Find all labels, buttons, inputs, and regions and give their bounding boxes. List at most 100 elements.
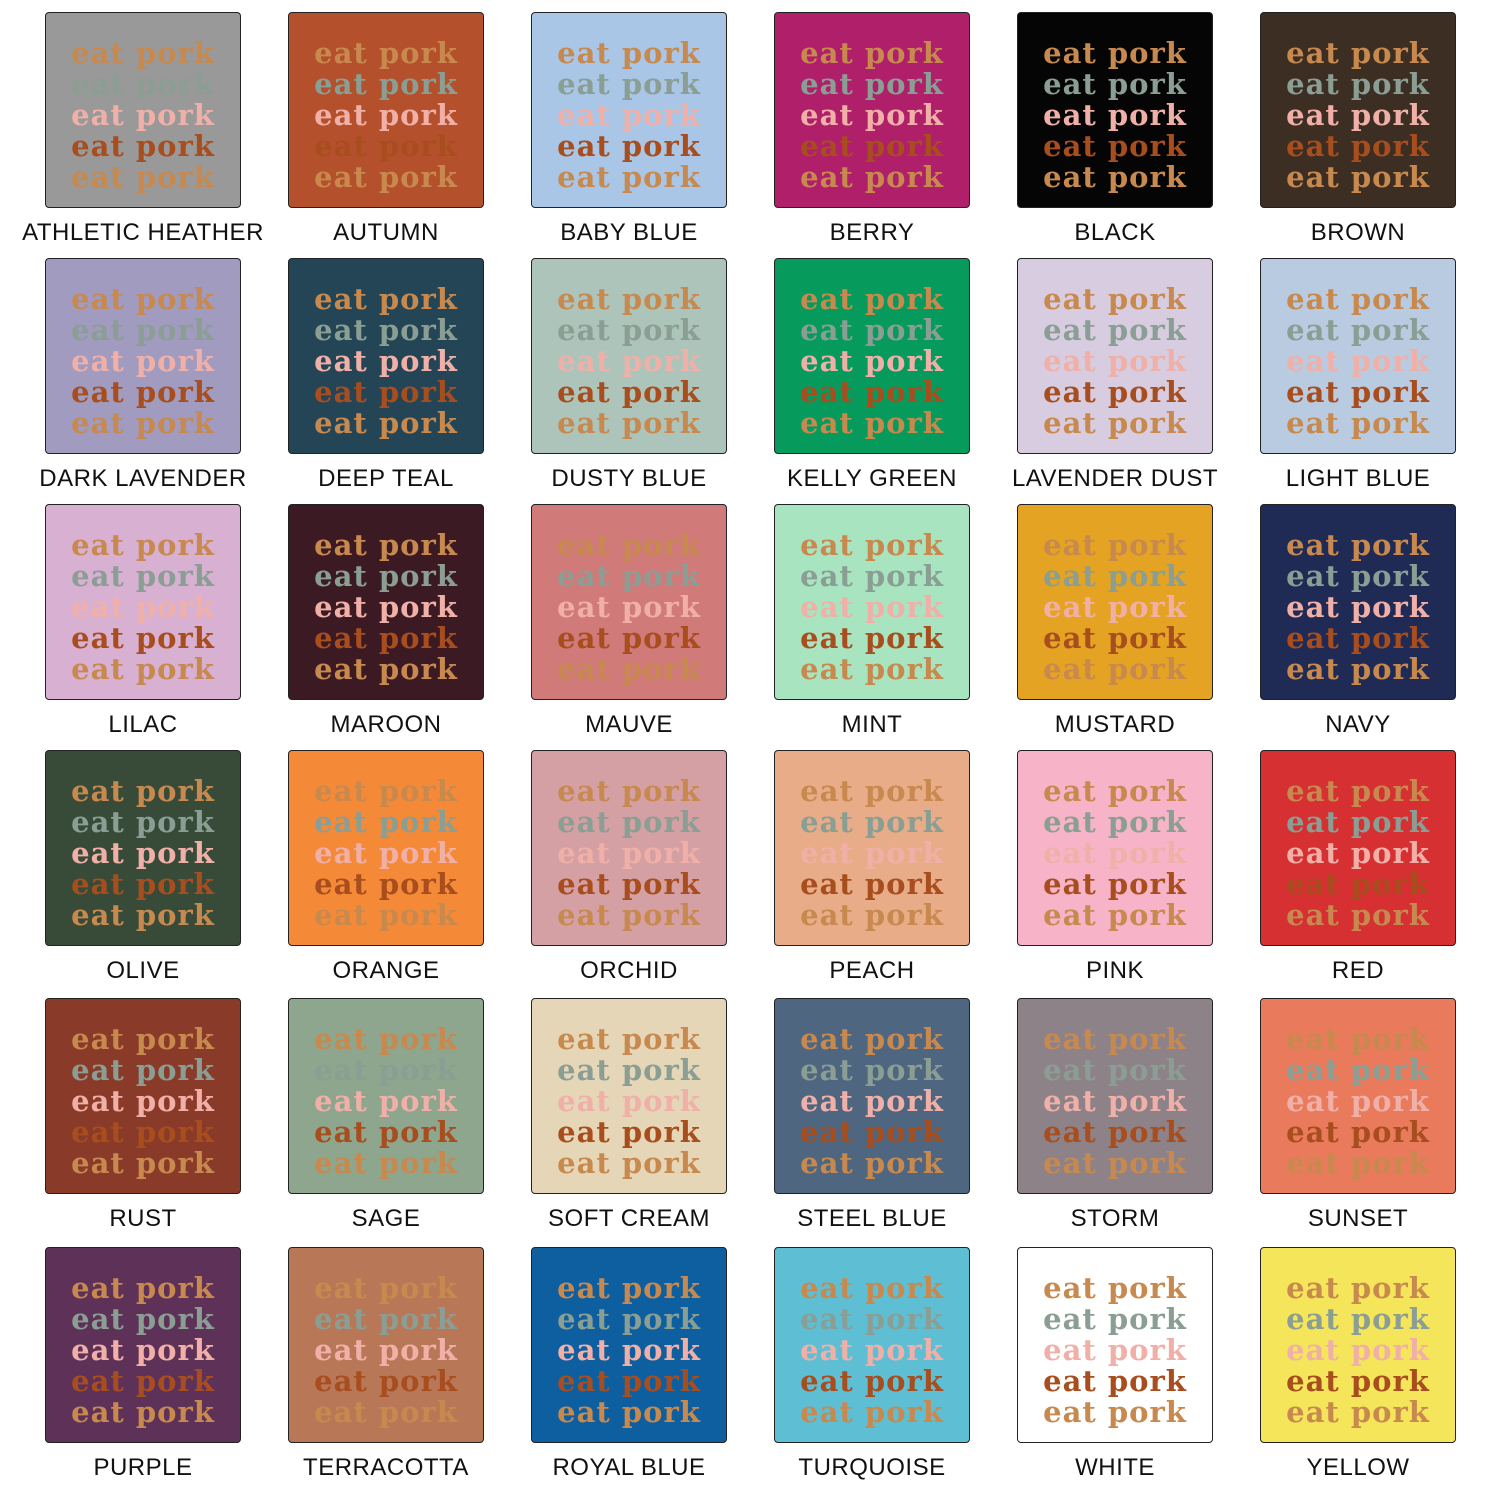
color-cell: eat pork eat pork eat pork eat pork eat pork… bbox=[972, 0, 1215, 246]
color-cell: eat pork eat pork eat pork eat pork eat pork… bbox=[486, 986, 729, 1232]
design-line: eat pork bbox=[1286, 528, 1430, 562]
design-line: eat pork bbox=[557, 1333, 701, 1367]
design-line: eat pork bbox=[1286, 1053, 1430, 1087]
design-line: eat pork bbox=[314, 590, 458, 624]
design-line: eat pork bbox=[314, 160, 458, 194]
color-name: LILAC bbox=[108, 711, 178, 738]
design-line: eat pork bbox=[314, 1022, 458, 1056]
design-line: eat pork bbox=[557, 836, 701, 870]
color-cell: eat pork eat pork eat pork eat pork eat pork… bbox=[486, 738, 729, 984]
design-line: eat pork bbox=[314, 1271, 458, 1305]
design-line: eat pork bbox=[71, 836, 215, 870]
color-swatch: eat pork eat pork eat pork eat pork eat pork bbox=[1260, 258, 1456, 454]
design-line: eat pork bbox=[314, 1053, 458, 1087]
design-line: eat pork bbox=[314, 67, 458, 101]
design-line: eat pork bbox=[800, 1146, 944, 1180]
design-line: eat pork bbox=[557, 129, 701, 163]
design-line: eat pork bbox=[557, 67, 701, 101]
color-cell: eat pork eat pork eat pork eat pork eat pork… bbox=[972, 492, 1215, 738]
design-line: eat pork bbox=[1286, 313, 1430, 347]
color-cell: eat pork eat pork eat pork eat pork eat pork… bbox=[0, 738, 243, 984]
design-line: eat pork bbox=[1043, 344, 1187, 378]
design-line: eat pork bbox=[1043, 1146, 1187, 1180]
design-line: eat pork bbox=[800, 590, 944, 624]
design-line: eat pork bbox=[1286, 375, 1430, 409]
design-line: eat pork bbox=[71, 406, 215, 440]
color-cell: eat pork eat pork eat pork eat pork eat pork… bbox=[486, 492, 729, 738]
color-cell: eat pork eat pork eat pork eat pork eat pork… bbox=[0, 1235, 243, 1481]
design-line: eat pork bbox=[800, 36, 944, 70]
design-line: eat pork bbox=[1286, 67, 1430, 101]
color-cell: eat pork eat pork eat pork eat pork eat pork… bbox=[0, 246, 246, 492]
color-swatch: eat pork eat pork eat pork eat pork eat pork bbox=[1260, 504, 1456, 700]
design-line: eat pork bbox=[314, 559, 458, 593]
design-line: eat pork bbox=[1043, 1022, 1187, 1056]
design-line: eat pork bbox=[800, 621, 944, 655]
color-cell: eat pork eat pork eat pork eat pork eat pork… bbox=[729, 1235, 972, 1481]
design-line: eat pork bbox=[1286, 805, 1430, 839]
color-cell: eat pork eat pork eat pork eat pork eat pork… bbox=[0, 0, 263, 246]
design-line: eat pork bbox=[1043, 67, 1187, 101]
design-line: eat pork bbox=[314, 898, 458, 932]
design-line: eat pork bbox=[1043, 160, 1187, 194]
design-line: eat pork bbox=[1043, 1115, 1187, 1149]
color-cell: eat pork eat pork eat pork eat pork eat pork… bbox=[729, 738, 972, 984]
color-swatch: eat pork eat pork eat pork eat pork eat pork bbox=[1017, 1247, 1213, 1443]
color-name: SUNSET bbox=[1307, 1205, 1409, 1232]
color-name: ORANGE bbox=[332, 957, 440, 984]
color-name: STEEL BLUE bbox=[797, 1205, 947, 1232]
color-cell: eat pork eat pork eat pork eat pork eat pork… bbox=[1215, 986, 1458, 1232]
color-swatch: eat pork eat pork eat pork eat pork eat pork bbox=[288, 1247, 484, 1443]
design-line: eat pork bbox=[557, 867, 701, 901]
design-line: eat pork bbox=[71, 36, 215, 70]
design-line: eat pork bbox=[71, 867, 215, 901]
color-swatch: eat pork eat pork eat pork eat pork eat pork bbox=[1017, 12, 1213, 208]
design-line: eat pork bbox=[1286, 36, 1430, 70]
design-line: eat pork bbox=[1043, 836, 1187, 870]
color-swatch: eat pork eat pork eat pork eat pork eat pork bbox=[45, 258, 241, 454]
color-cell: eat pork eat pork eat pork eat pork eat pork… bbox=[243, 492, 486, 738]
design-line: eat pork bbox=[1286, 1022, 1430, 1056]
color-name: LIGHT BLUE bbox=[1285, 465, 1431, 492]
design-line: eat pork bbox=[71, 282, 215, 316]
color-cell: eat pork eat pork eat pork eat pork eat pork… bbox=[729, 492, 972, 738]
design-line: eat pork bbox=[1286, 1302, 1430, 1336]
design-line: eat pork bbox=[1043, 1333, 1187, 1367]
design-line: eat pork bbox=[1286, 836, 1430, 870]
design-line: eat pork bbox=[800, 1302, 944, 1336]
design-line: eat pork bbox=[800, 1333, 944, 1367]
design-line: eat pork bbox=[314, 1364, 458, 1398]
design-line: eat pork bbox=[800, 160, 944, 194]
design-line: eat pork bbox=[1286, 1395, 1430, 1429]
design-line: eat pork bbox=[314, 129, 458, 163]
design-line: eat pork bbox=[1043, 282, 1187, 316]
color-name: BABY BLUE bbox=[560, 219, 698, 246]
color-cell: eat pork eat pork eat pork eat pork eat pork… bbox=[1215, 738, 1458, 984]
color-cell: eat pork eat pork eat pork eat pork eat pork… bbox=[972, 246, 1218, 492]
color-name: KELLY GREEN bbox=[786, 465, 958, 492]
design-line: eat pork bbox=[314, 805, 458, 839]
design-line: eat pork bbox=[71, 1364, 215, 1398]
design-line: eat pork bbox=[557, 313, 701, 347]
design-line: eat pork bbox=[800, 1084, 944, 1118]
design-line: eat pork bbox=[800, 1395, 944, 1429]
design-line: eat pork bbox=[314, 774, 458, 808]
design-line: eat pork bbox=[71, 1022, 215, 1056]
design-line: eat pork bbox=[71, 160, 215, 194]
design-line: eat pork bbox=[1043, 805, 1187, 839]
design-line: eat pork bbox=[1286, 621, 1430, 655]
design-line: eat pork bbox=[314, 528, 458, 562]
design-line: eat pork bbox=[800, 1364, 944, 1398]
design-line: eat pork bbox=[1043, 313, 1187, 347]
design-line: eat pork bbox=[800, 1053, 944, 1087]
design-line: eat pork bbox=[314, 867, 458, 901]
color-name: TERRACOTTA bbox=[303, 1454, 469, 1481]
color-cell: eat pork eat pork eat pork eat pork eat pork… bbox=[972, 738, 1215, 984]
color-swatch: eat pork eat pork eat pork eat pork eat pork bbox=[45, 504, 241, 700]
design-line: eat pork bbox=[314, 652, 458, 686]
color-swatch: eat pork eat pork eat pork eat pork eat pork bbox=[45, 750, 241, 946]
color-name: PINK bbox=[1085, 957, 1144, 984]
design-line: eat pork bbox=[71, 129, 215, 163]
design-line: eat pork bbox=[1286, 1271, 1430, 1305]
